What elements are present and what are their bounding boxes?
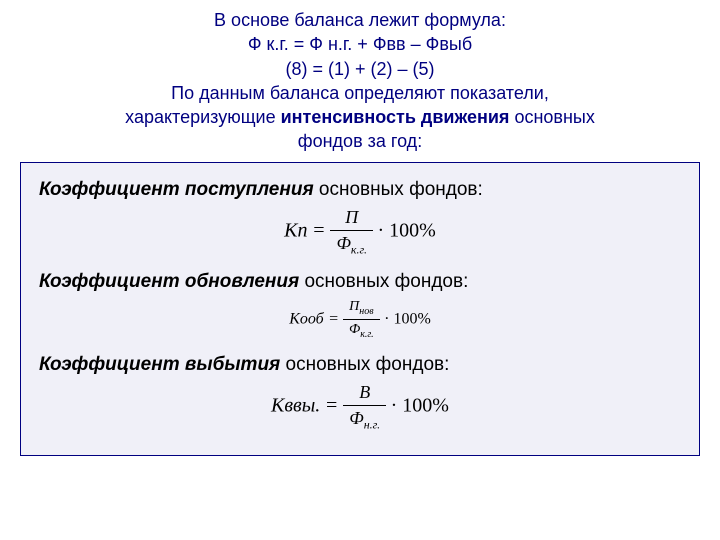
coef3-num: В — [343, 382, 386, 406]
coef1-den-sub: к.г. — [351, 242, 367, 256]
coef2-title-bold: Коэффициент обновления — [39, 271, 299, 292]
coef1-den-main: Ф — [336, 233, 350, 253]
intro-block: В основе баланса лежит формула: Ф к.г. =… — [20, 8, 700, 154]
coef1-title-rest: основных фондов: — [314, 179, 483, 200]
coef3-title-rest: основных фондов: — [280, 354, 449, 375]
coef1-den: Фк.г. — [330, 231, 373, 258]
coef3-title: Коэффициент выбытия основных фондов: — [39, 354, 681, 376]
coef1-formula: Kп = П Фк.г. · 100% — [39, 207, 681, 258]
coef2-title-rest: основных фондов: — [299, 271, 468, 292]
intro-line3: (8) = (1) + (2) – (5) — [20, 57, 700, 81]
coef1-lhs: Kп — [284, 219, 307, 241]
coef2-formula: Kооб = Пнов Фк.г. · 100% — [39, 299, 681, 340]
coef1-title-bold: Коэффициент поступления — [39, 179, 314, 200]
coef2-num-main: П — [349, 299, 359, 314]
coef1-eq: = — [312, 219, 331, 241]
coef1-num: П — [330, 207, 373, 231]
coef2-tail: · 100% — [384, 311, 431, 328]
coef2-lhs: Kооб — [289, 311, 324, 328]
coef1-frac: П Фк.г. — [330, 207, 373, 258]
coef1-title: Коэффициент поступления основных фондов: — [39, 179, 681, 201]
coef2-den: Фк.г. — [343, 320, 380, 340]
coef2-title: Коэффициент обновления основных фондов: — [39, 271, 681, 293]
coef3-tail: · 100% — [391, 395, 449, 417]
coef2-num: Пнов — [343, 299, 380, 320]
intro-line2: Ф к.г. = Ф н.г. + Фвв – Фвыб — [20, 32, 700, 56]
coef3-den-main: Ф — [349, 408, 363, 428]
intro-line1: В основе баланса лежит формула: — [20, 8, 700, 32]
coef3-frac: В Фн.г. — [343, 382, 386, 433]
coef2-den-sub: к.г. — [360, 329, 373, 340]
intro-line4b-post: основных — [509, 107, 594, 127]
coef2-frac: Пнов Фк.г. — [343, 299, 380, 340]
coef3-lhs: Kввы. — [271, 395, 320, 417]
intro-line4a: По данным баланса определяют показатели, — [20, 81, 700, 105]
coef3-den-sub: н.г. — [364, 418, 380, 432]
slide: В основе баланса лежит формула: Ф к.г. =… — [0, 0, 720, 540]
coef2-num-sub: нов — [359, 306, 373, 317]
intro-line5: фондов за год: — [20, 129, 700, 153]
intro-line4b-bold: интенсивность движения — [281, 107, 510, 127]
coef1-tail: · 100% — [378, 219, 436, 241]
content-box: Коэффициент поступления основных фондов:… — [20, 162, 700, 456]
coef3-eq: = — [325, 395, 344, 417]
intro-line4b-pre: характеризующие — [125, 107, 280, 127]
coef3-formula: Kввы. = В Фн.г. · 100% — [39, 382, 681, 433]
coef2-den-main: Ф — [349, 322, 360, 337]
coef3-den: Фн.г. — [343, 406, 386, 433]
coef2-eq: = — [328, 311, 343, 328]
coef3-title-bold: Коэффициент выбытия — [39, 354, 280, 375]
intro-line4b: характеризующие интенсивность движения о… — [20, 105, 700, 129]
